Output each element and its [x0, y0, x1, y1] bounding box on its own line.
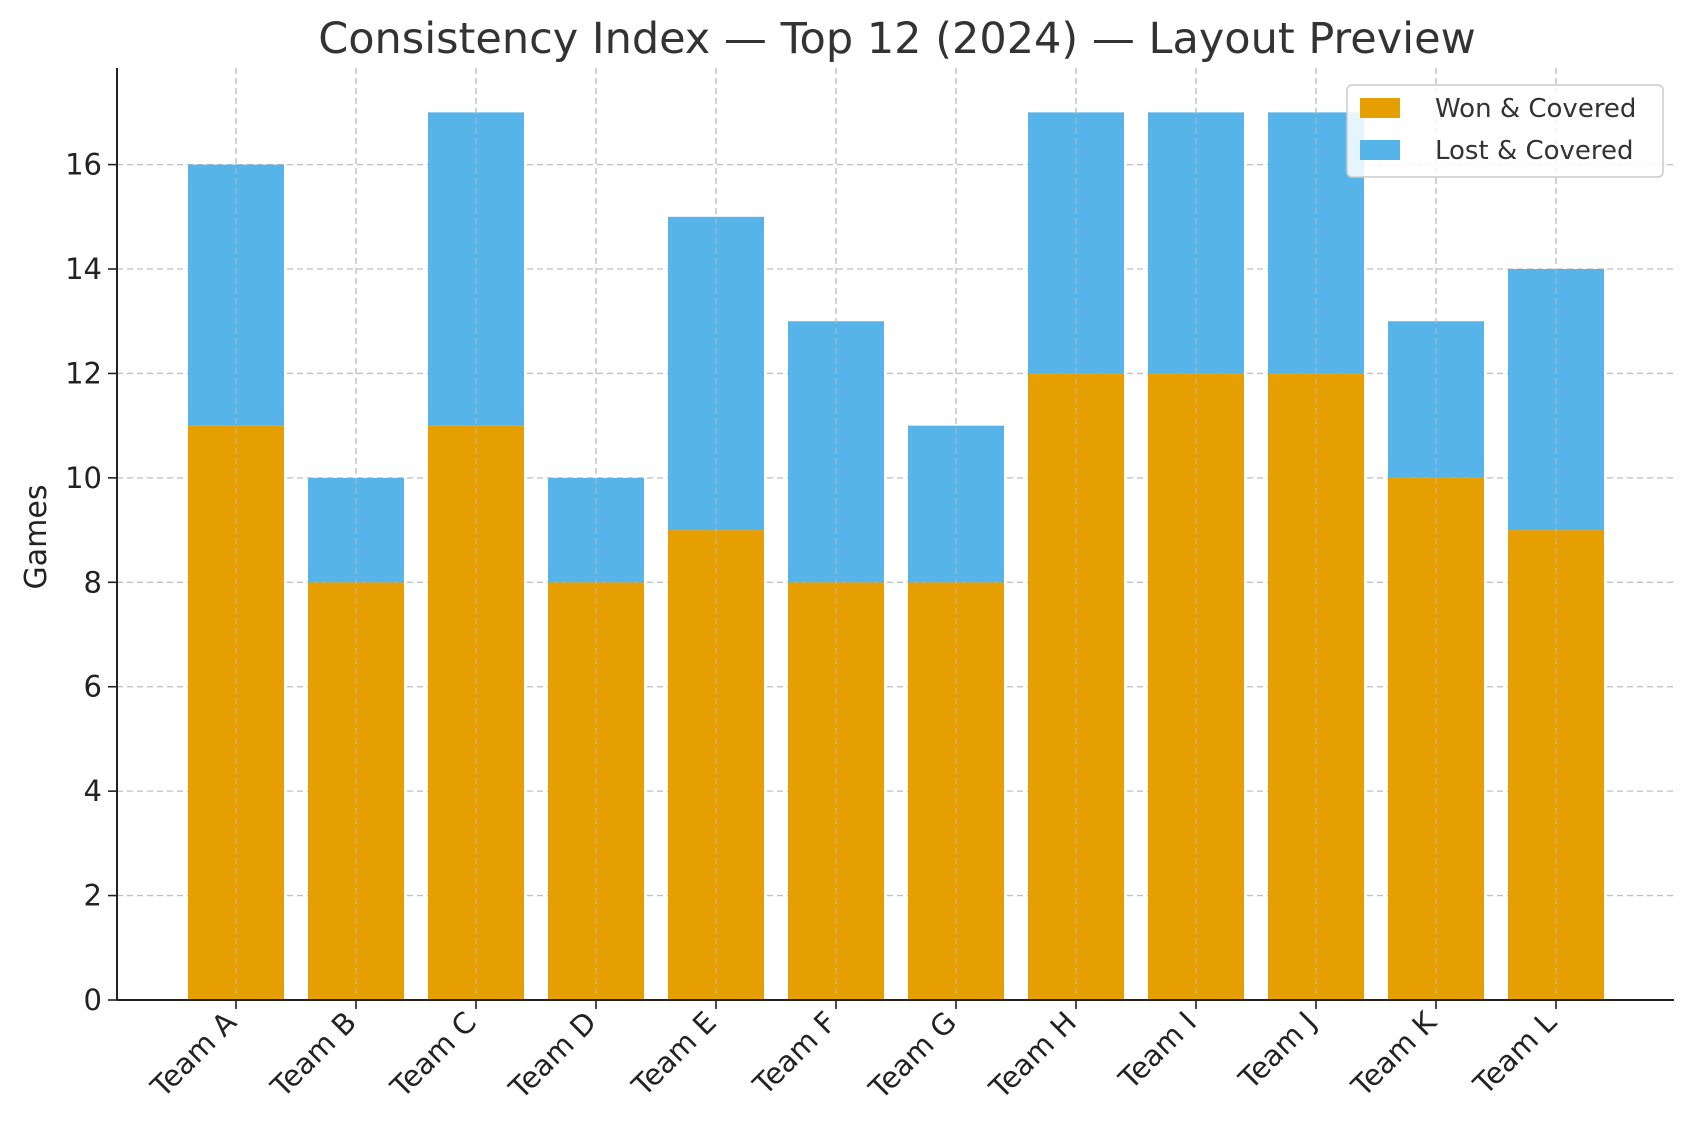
y-axis-label: Games [19, 485, 54, 590]
bar-won-covered [1268, 373, 1364, 1000]
legend-swatch [1360, 140, 1400, 160]
legend-box [1346, 84, 1664, 178]
x-tick-label: Team D [502, 1005, 603, 1106]
y-tick-label: 0 [84, 983, 102, 1017]
y-tick-label: 6 [84, 670, 102, 704]
legend-label: Lost & Covered [1435, 136, 1634, 166]
x-tick-label: Team B [263, 1005, 363, 1105]
axes [108, 68, 1674, 1009]
y-tick-label: 14 [65, 252, 102, 286]
legend-swatch [1360, 98, 1400, 118]
x-tick-label: Team G [862, 1005, 963, 1106]
x-tick-label: Team F [746, 1005, 843, 1102]
x-tick-label: Team J [1231, 1005, 1323, 1097]
y-tick-label: 8 [84, 565, 102, 599]
legend: Won & Covered Lost & Covered [1346, 84, 1664, 178]
y-tick-label: 4 [84, 774, 102, 808]
bars [188, 68, 1604, 1000]
x-tick-label: Team I [1111, 1005, 1203, 1097]
x-tick-label: Team E [625, 1005, 723, 1103]
y-tick-label: 12 [65, 356, 102, 390]
bar-won-covered [1028, 373, 1124, 1000]
x-tick-label: Team C [383, 1005, 483, 1105]
x-tick-label: Team L [1466, 1005, 1563, 1102]
legend-label: Won & Covered [1435, 94, 1636, 124]
x-tick-label: Team H [982, 1005, 1083, 1106]
x-tick-label: Team K [1344, 1004, 1444, 1104]
y-tick-label: 2 [84, 879, 102, 913]
x-tick-label: Team A [143, 1005, 243, 1105]
y-tick-label: 10 [65, 461, 102, 495]
chart-title: Consistency Index — Top 12 (2024) — Layo… [318, 14, 1476, 64]
bar-won-covered [1148, 373, 1244, 1000]
y-tick-label: 16 [65, 148, 102, 182]
